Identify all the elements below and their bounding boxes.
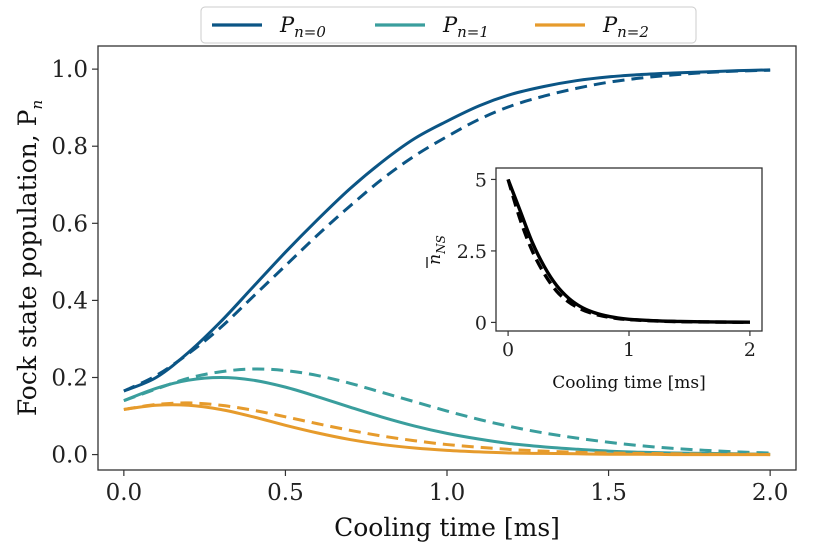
main-y-tick-label: 0.2 [51,365,88,391]
main-x-tick-label: 0.0 [106,480,143,506]
legend-label-n2: Pn=2 [602,13,649,41]
inset-x-tick-label: 1 [623,339,635,361]
inset-y-tick-label: 5 [475,169,487,191]
y-axis-label-sub: n [28,100,46,110]
legend-entry-n0: Pn=0 [212,13,326,41]
main-x-tick-label: 0.5 [267,480,304,506]
main-x-tick-label: 1.5 [590,480,627,506]
main-y-tick-label: 1.0 [51,57,88,83]
inset-y-tick-label: 0 [475,312,487,334]
main-series-line-4 [123,403,771,457]
main-plot: 0.0 0.5 1.0 1.5 2.0 0.0 0.2 0.4 0.6 0.8 1.0 [51,45,797,506]
main-x-tick-label: 1.0 [429,480,466,506]
main-x-tick-label: 2.0 [752,480,789,506]
inset-background [496,168,762,331]
main-series-line-5 [123,401,771,457]
inset-y-axis-label: nNS [425,235,448,265]
legend-entry-n2: Pn=2 [535,13,649,41]
main-y-tick-label: 0.6 [51,211,88,237]
legend-box [200,6,697,44]
legend-label-n0: Pn=0 [279,13,326,41]
legend-entry-n1: Pn=1 [375,13,489,41]
main-plot-frame [97,45,797,471]
x-axis-label: Cooling time [ms] [334,513,560,542]
inset-ticks: 0 1 2 0 2.5 5 [457,169,756,361]
main-y-tick-label: 0.8 [51,134,88,160]
legend-label-n1: Pn=1 [442,13,489,41]
inset-y-tick-label: 2.5 [457,241,487,263]
y-axis-label: Fock state population, Pn [13,100,46,416]
main-y-tick-label: 0.4 [51,288,88,314]
main-series-group [123,68,771,457]
main-series-line-3 [123,367,771,455]
inset-x-tick-label: 0 [502,339,514,361]
main-ticks: 0.0 0.5 1.0 1.5 2.0 0.0 0.2 0.4 0.6 0.8 1.0 [51,57,788,506]
legend: Pn=0 Pn=1 Pn=2 [200,6,697,44]
inset-plot: 0 1 2 0 2.5 5 Cooling time [ms] nNS [425,167,763,393]
main-series-line-0 [123,68,771,393]
main-series-line-2 [123,375,771,456]
inset-series-line-1 [506,178,750,324]
inset-x-axis-label: Cooling time [ms] [552,373,706,393]
main-y-tick-label: 0.0 [51,443,88,469]
inset-frame [495,167,763,332]
y-axis-label-text: Fock state population, P [13,110,42,417]
inset-y-axis-label-sub: NS [434,235,448,255]
inset-x-tick-label: 2 [744,339,756,361]
inset-series-group [506,178,750,324]
inset-y-axis-label-text: n [425,254,445,265]
